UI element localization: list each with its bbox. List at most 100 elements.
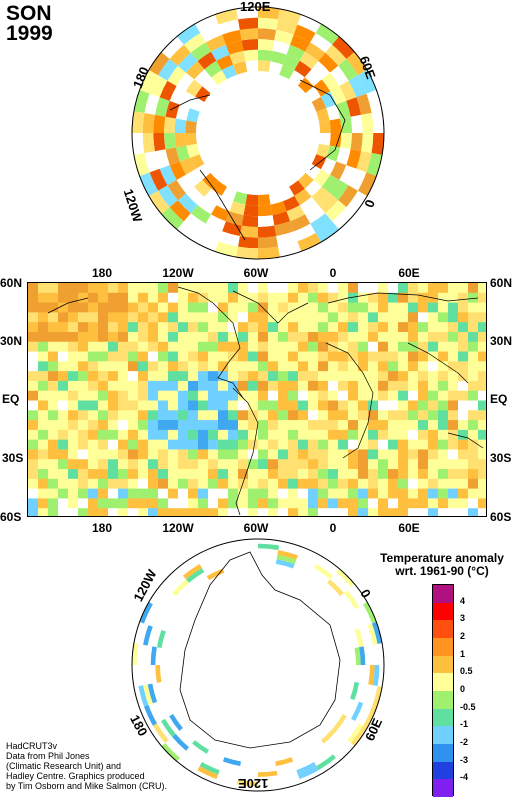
grid-cell: [398, 322, 409, 333]
grid-cell: [88, 312, 99, 323]
grid-cell: [198, 449, 209, 460]
grid-cell: [88, 420, 99, 431]
polar-outline: [131, 6, 385, 260]
grid-cell: [48, 508, 59, 516]
grid-cell: [228, 292, 239, 304]
grid-cell: [38, 488, 49, 499]
grid-cell: [148, 439, 159, 450]
polar-cell: [144, 704, 157, 726]
grid-cell: [478, 283, 486, 294]
grid-cell: [248, 439, 259, 450]
grid-cell: [308, 380, 319, 392]
grid-cell: [278, 322, 289, 333]
grid-cell: [378, 331, 389, 343]
grid-cell: [378, 361, 389, 372]
grid-cell: [298, 508, 309, 516]
polar-cell: [239, 225, 258, 238]
grid-cell: [58, 508, 69, 516]
grid-cell: [128, 292, 139, 304]
grid-cell: [468, 341, 479, 353]
legend-tick-label: -1: [460, 719, 469, 730]
grid-cell: [358, 488, 369, 499]
grid-cell: [158, 361, 169, 372]
polar-cell: [293, 24, 316, 43]
grid-cell: [258, 390, 269, 401]
grid-cell: [468, 283, 479, 294]
polar-cell: [363, 706, 377, 728]
grid-cell: [28, 488, 39, 499]
grid-cell: [78, 283, 89, 294]
grid-cell: [328, 478, 339, 490]
grid-cell: [458, 439, 469, 450]
grid-cell: [398, 331, 409, 343]
polar-cell: [131, 111, 145, 133]
legend-swatch: [433, 585, 453, 604]
grid-cell: [68, 498, 79, 509]
grid-cell: [438, 351, 449, 362]
grid-cell: [118, 283, 129, 294]
grid-cell: [78, 292, 89, 304]
grid-cell: [198, 439, 209, 450]
polar-cell: [218, 231, 240, 247]
grid-cell: [98, 312, 109, 323]
grid-cell: [248, 449, 259, 460]
grid-cell: [398, 361, 409, 372]
legend-swatch: [433, 744, 453, 763]
grid-cell: [388, 400, 399, 411]
grid-cell: [78, 371, 89, 382]
coastline: [327, 292, 479, 304]
grid-cell: [338, 312, 349, 323]
grid-cell: [378, 508, 389, 516]
grid-cell: [238, 400, 249, 411]
grid-cell: [388, 508, 399, 516]
grid-cell: [58, 498, 69, 509]
grid-cell: [218, 380, 229, 392]
grid-cell: [58, 420, 69, 431]
grid-cell: [358, 283, 369, 294]
polar-cell: [258, 543, 280, 551]
grid-cell: [258, 331, 269, 343]
polar-cell: [236, 246, 258, 260]
polar-cell: [147, 683, 158, 704]
grid-cell: [288, 478, 299, 490]
legend-tick-label: 3: [460, 613, 466, 624]
grid-cell: [98, 488, 109, 499]
right-tick-eq: EQ: [490, 392, 508, 406]
grid-cell: [88, 380, 99, 392]
grid-cell: [398, 420, 409, 431]
grid-cell: [168, 380, 179, 392]
grid-cell: [98, 429, 109, 441]
grid-cell: [418, 312, 429, 323]
grid-cell: [358, 469, 369, 480]
grid-cell: [358, 459, 369, 470]
polar-cell: [177, 23, 201, 45]
grid-cell: [348, 469, 359, 480]
polar-cell: [243, 49, 258, 62]
grid-cell: [308, 449, 319, 460]
grid-cell: [308, 429, 319, 441]
grid-cell: [458, 371, 469, 382]
grid-cell: [198, 351, 209, 362]
polar-cell: [142, 133, 155, 153]
grid-cell: [138, 312, 149, 323]
polar-cell: [138, 685, 149, 707]
grid-cell: [98, 400, 109, 411]
grid-cell: [288, 371, 299, 382]
grid-cell: [468, 449, 479, 460]
grid-cell: [348, 341, 359, 353]
grid-cell: [58, 459, 69, 470]
grid-cell: [428, 302, 439, 313]
grid-cell: [258, 361, 269, 372]
grid-cell: [478, 331, 486, 343]
polar-cell: [221, 186, 237, 202]
grid-cell: [268, 283, 279, 294]
left-tick-60n: 60N: [0, 276, 23, 290]
grid-cell: [58, 478, 69, 490]
grid-cell: [158, 292, 169, 304]
grid-cell: [78, 449, 89, 460]
grid-cell: [188, 429, 199, 441]
grid-cell: [158, 410, 169, 421]
grid-cell: [138, 488, 149, 499]
grid-cell: [198, 292, 209, 304]
grid-cell: [408, 341, 419, 353]
